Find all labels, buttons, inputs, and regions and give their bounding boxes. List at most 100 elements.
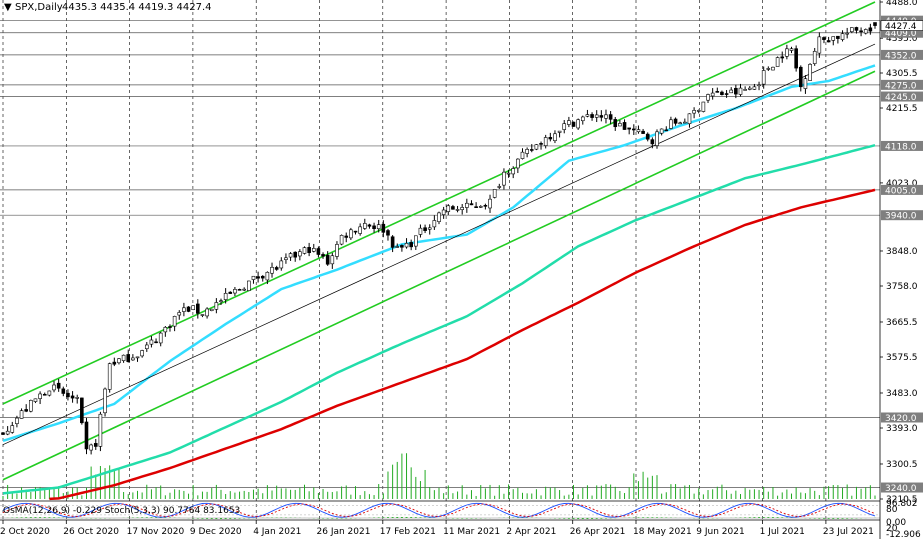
osc-tick-label: -12.906 [886,530,921,539]
candle-body [785,48,789,57]
candle-body [270,266,274,274]
candle-body [427,227,432,230]
candle-body [89,444,93,451]
candle-body [409,242,413,248]
candle-body [349,229,353,239]
candle-body [650,139,655,145]
candle-body [562,123,567,130]
candle-body [446,205,451,212]
candle-body [209,308,214,312]
candle-body [121,354,126,361]
candle-body [757,84,761,87]
candle-body [223,293,228,300]
candle-body [163,326,168,333]
channel-mid-line [2,43,876,446]
channel-upper-line [2,1,876,405]
candle-body [311,248,316,252]
level-price-box [881,79,923,90]
candle-body [432,220,437,228]
osc-tick-label: 96.802 [886,499,918,509]
candle-body [780,56,785,59]
candle-body [734,87,738,95]
oscillator-panel [0,500,880,519]
price-tick-label: 4215.5 [886,104,918,114]
candle-body [465,202,469,208]
candle-body [854,27,859,31]
candle-body [237,289,242,291]
candle-body [158,332,163,344]
candle-body [850,27,854,32]
candle-body [186,306,191,312]
candle-body [789,48,794,51]
price-tick-label: 3393.0 [886,424,918,434]
trend-channel [2,1,876,481]
time-tick-label: 2 Apr 2021 [506,527,556,537]
current-price-box [880,20,923,31]
candle-body [242,288,246,291]
candle-body [576,119,580,129]
candle-body [177,312,182,316]
candle-body [553,133,557,141]
candle-body [817,36,822,54]
candle-body [144,344,149,350]
level-price-label: 4245.0 [885,93,917,103]
candle-body [455,209,460,211]
candle-body [822,37,826,40]
candle-body [655,131,659,146]
candle-body [729,89,734,94]
candle-body [803,78,808,89]
candle-body [251,275,256,280]
candle-body [112,361,117,365]
candle-body [228,291,233,294]
candle-body [42,393,47,396]
candle-body [93,443,98,447]
candle-body [131,357,135,361]
candle-body [743,89,747,91]
candle-body [321,254,325,257]
candle-body [826,40,831,43]
candle-body [608,114,613,120]
candle-body [715,91,720,93]
price-tick-label: 3210.5 [886,495,918,505]
candle-body [831,36,836,41]
level-price-box [881,210,923,221]
candle-body [636,129,641,133]
candle-body [701,101,706,112]
candle-body [492,189,497,198]
ema-mid-line [2,143,876,495]
candle-body [585,114,590,117]
candle-body [298,251,302,257]
candle-body [441,209,446,215]
candle-body [233,289,237,294]
level-price-label: 3240.0 [885,484,917,494]
time-tick-label: 17 Nov 2020 [127,527,185,537]
candle-body [724,93,729,95]
candle-body [423,227,427,231]
level-price-label: 3420.0 [885,414,917,424]
candle-body [117,358,121,364]
candle-body [692,110,696,114]
price-tick-label: 3758.0 [886,282,918,292]
candle-body [358,226,362,234]
candle-body [696,110,701,112]
candle-body [613,119,618,128]
candle-body [66,392,70,398]
candle-body [548,137,553,140]
candle-body [627,127,631,130]
stoch-d-line [2,503,876,517]
price-tick-label: 3300.5 [886,460,918,470]
chart-header: ▼ SPX,Daily 4435.3 4435.4 4419.3 4427.4 [4,2,212,13]
candle-body [497,186,502,188]
candle-body [172,316,177,327]
candle-body [840,33,845,40]
osc-tick-label: 80 [886,505,898,515]
candle-body [335,244,339,257]
candle-body [859,30,863,33]
candle-body [590,114,594,118]
candle-body [664,129,669,132]
price-tick-label: 3665.5 [886,318,918,328]
candle-body [752,86,757,90]
candle-body [376,224,381,230]
